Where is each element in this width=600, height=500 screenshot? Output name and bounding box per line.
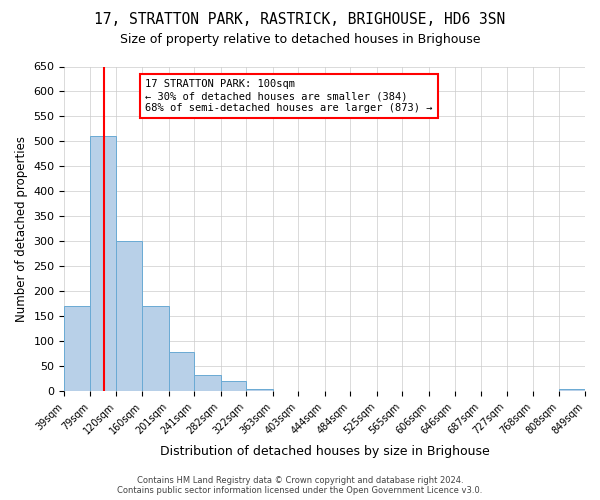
Text: 17 STRATTON PARK: 100sqm
← 30% of detached houses are smaller (384)
68% of semi-: 17 STRATTON PARK: 100sqm ← 30% of detach… [145, 80, 433, 112]
Bar [194, 376, 221, 392]
Bar [142, 306, 169, 392]
Text: Contains HM Land Registry data © Crown copyright and database right 2024.
Contai: Contains HM Land Registry data © Crown c… [118, 476, 482, 495]
Bar [221, 382, 246, 392]
Bar [90, 136, 116, 392]
Bar [64, 306, 90, 392]
Y-axis label: Number of detached properties: Number of detached properties [15, 136, 28, 322]
Text: Size of property relative to detached houses in Brighouse: Size of property relative to detached ho… [120, 32, 480, 46]
Text: 17, STRATTON PARK, RASTRICK, BRIGHOUSE, HD6 3SN: 17, STRATTON PARK, RASTRICK, BRIGHOUSE, … [94, 12, 506, 28]
Bar [116, 242, 142, 392]
Bar [246, 389, 272, 392]
Bar [559, 389, 585, 392]
X-axis label: Distribution of detached houses by size in Brighouse: Distribution of detached houses by size … [160, 444, 490, 458]
Bar [169, 352, 194, 392]
